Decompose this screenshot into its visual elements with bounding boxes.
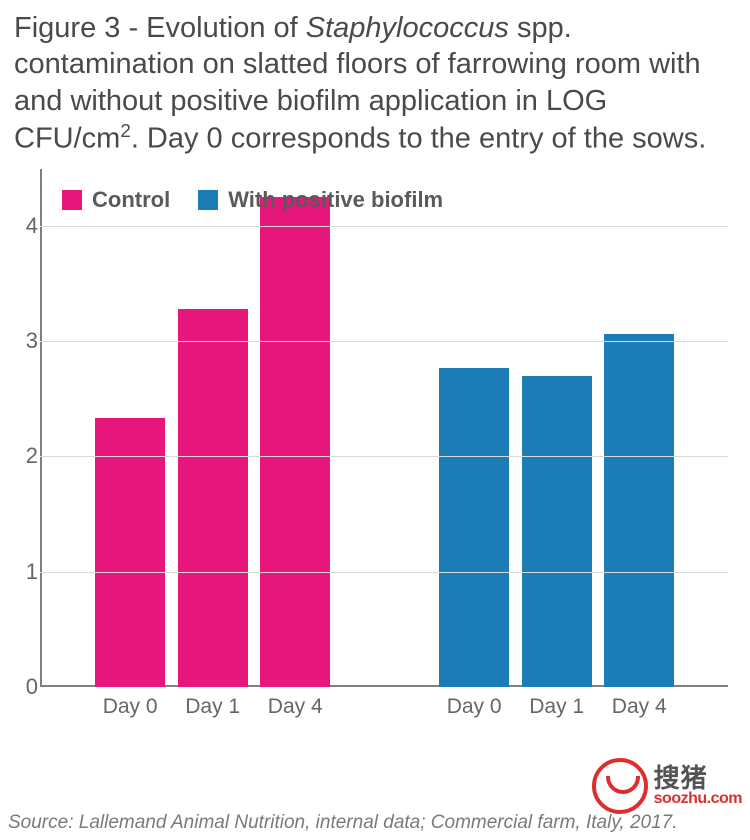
bar — [604, 334, 674, 686]
title-prefix: Figure 3 - Evolution of — [14, 12, 306, 44]
figure-page: Figure 3 - Evolution of Staphylococcus s… — [0, 0, 750, 840]
y-tick: 1 — [16, 559, 38, 585]
title-italic: Staphylococcus — [306, 12, 509, 44]
bars-layer — [40, 169, 728, 687]
legend-item-control: Control — [62, 187, 170, 213]
title-suffix: . Day 0 corresponds to the entry of the … — [131, 122, 706, 154]
gridline — [40, 456, 728, 457]
bar — [260, 197, 330, 686]
x-label: Day 0 — [447, 695, 502, 719]
bar — [178, 309, 248, 687]
legend-swatch-biofilm — [198, 190, 218, 210]
source-line: Source: Lallemand Animal Nutrition, inte… — [8, 812, 740, 834]
bar — [439, 368, 509, 687]
legend-label-biofilm: With positive biofilm — [228, 187, 443, 213]
y-tick: 0 — [16, 674, 38, 700]
chart-area: Control With positive biofilm 01234 Day … — [40, 169, 728, 717]
x-label: Day 4 — [268, 695, 323, 719]
y-tick: 3 — [16, 328, 38, 354]
legend-item-biofilm: With positive biofilm — [198, 187, 443, 213]
title-sup: 2 — [120, 120, 130, 141]
watermark-logo-icon — [592, 758, 648, 814]
x-label: Day 0 — [103, 695, 158, 719]
legend-swatch-control — [62, 190, 82, 210]
x-label: Day 1 — [529, 695, 584, 719]
x-label: Day 4 — [612, 695, 667, 719]
gridline — [40, 226, 728, 227]
watermark-text: 搜猪 soozhu.com — [654, 765, 742, 807]
y-tick: 2 — [16, 443, 38, 469]
gridline — [40, 341, 728, 342]
legend: Control With positive biofilm — [62, 187, 443, 213]
bar — [522, 376, 592, 687]
y-tick: 4 — [16, 213, 38, 239]
figure-title: Figure 3 - Evolution of Staphylococcus s… — [14, 10, 738, 157]
legend-label-control: Control — [92, 187, 170, 213]
watermark: 搜猪 soozhu.com — [592, 758, 742, 814]
watermark-en: soozhu.com — [654, 791, 742, 807]
gridline — [40, 572, 728, 573]
watermark-cn: 搜猪 — [654, 765, 742, 791]
bar — [95, 418, 165, 686]
x-label: Day 1 — [185, 695, 240, 719]
